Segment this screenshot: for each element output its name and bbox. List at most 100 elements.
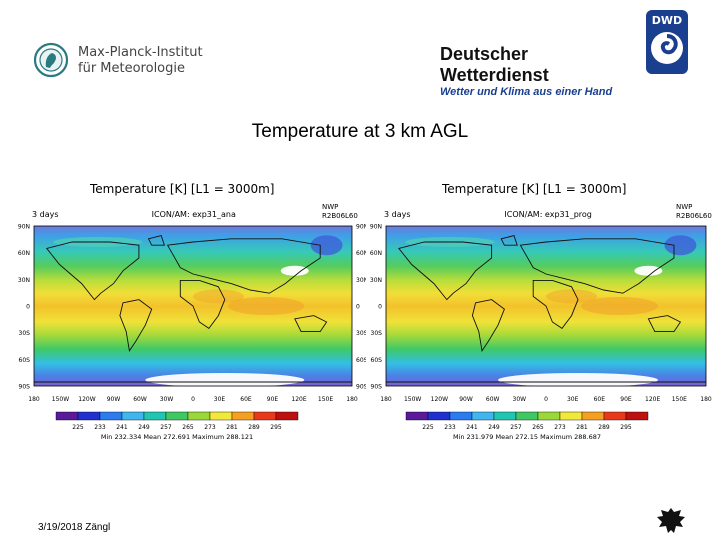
lat-label-left: 0	[26, 304, 30, 311]
colorbar-label: 295	[620, 424, 632, 431]
map-nwp-label: NWP	[322, 203, 338, 211]
colorbar-label: 257	[510, 424, 522, 431]
lon-label: 180	[346, 396, 358, 403]
lat-label-left: 60S	[371, 357, 383, 364]
lat-label-left: 0	[378, 304, 382, 311]
lon-label: 30W	[513, 396, 527, 403]
mpi-minerva-icon	[33, 42, 69, 78]
map-title: Temperature [K] [L1 = 3000m]	[441, 182, 626, 196]
lat-label-left: 90N	[370, 224, 382, 231]
lat-label-right: 60N	[356, 250, 366, 257]
map-experiment-label: ICON/AM: exp31_ana	[152, 210, 236, 219]
lat-label-left: 30S	[19, 330, 31, 337]
colorbar-swatch	[471, 411, 495, 421]
lat-label-left: 90S	[19, 384, 31, 391]
colorbar-swatch	[231, 411, 255, 421]
colorbar-label: 249	[138, 424, 150, 431]
mpi-name: Max-Planck-Institut für Meteorologie	[78, 45, 203, 77]
colorbar-label: 241	[466, 424, 478, 431]
lon-label: 0	[544, 396, 548, 403]
lon-label: 30E	[214, 396, 226, 403]
colorbar-label: 225	[72, 424, 84, 431]
dwd-badge-text: DWD	[652, 14, 682, 27]
lon-label: 30E	[567, 396, 579, 403]
lat-label-left: 30N	[18, 277, 30, 284]
dwd-title: Deutscher Wetterdienst	[440, 44, 549, 85]
map-resolution-label: R2B06L60	[676, 212, 712, 220]
coastlines	[34, 235, 352, 383]
lon-label: 30W	[160, 396, 174, 403]
field-features	[53, 235, 343, 387]
colorbar-label: 257	[160, 424, 172, 431]
colorbar-swatch	[581, 411, 605, 421]
colorbar-swatch	[99, 411, 123, 421]
colorbar-label: 249	[488, 424, 500, 431]
lon-label: 90E	[620, 396, 632, 403]
lon-label: 90W	[107, 396, 121, 403]
lon-label: 120W	[431, 396, 448, 403]
lat-label-right: 30N	[356, 277, 366, 284]
colorbar-swatch	[405, 411, 429, 421]
colorbar-label: 289	[598, 424, 610, 431]
colorbar-swatch	[143, 411, 167, 421]
map-stats: Min 231.979 Mean 272.15 Maximum 288.687	[453, 433, 601, 441]
colorbar-label: 233	[94, 424, 106, 431]
map-nwp-label: NWP	[676, 203, 692, 211]
mpi-name-line1: Max-Planck-Institut	[78, 45, 203, 60]
footer-date-author: 3/19/2018 Zängl	[38, 522, 111, 533]
map-resolution-label: R2B06L60	[322, 212, 358, 220]
colorbar-label: 265	[532, 424, 544, 431]
lon-label: 60E	[240, 396, 252, 403]
colorbar-swatch	[77, 411, 101, 421]
map-frame	[385, 225, 707, 387]
colorbar-swatch	[55, 411, 79, 421]
lat-label-left: 60S	[19, 357, 31, 364]
lon-label: 150W	[404, 396, 421, 403]
colorbar-swatch	[187, 411, 211, 421]
lon-label: 60E	[594, 396, 606, 403]
lon-label: 150E	[672, 396, 687, 403]
lat-label-left: 90N	[18, 224, 30, 231]
lat-label-right: 60S	[356, 357, 366, 364]
lon-label: 120E	[291, 396, 306, 403]
lon-label: 60W	[486, 396, 500, 403]
lon-label: 120E	[645, 396, 660, 403]
field-features	[405, 235, 697, 387]
lon-label: 150W	[52, 396, 69, 403]
dwd-subtitle: Wetter und Klima aus einer Hand	[440, 86, 613, 98]
colorbar-swatch	[209, 411, 233, 421]
federal-eagle-icon	[657, 508, 685, 533]
colorbar-label: 265	[182, 424, 194, 431]
colorbar-label: 273	[204, 424, 216, 431]
colorbar-swatch	[427, 411, 451, 421]
mpi-logo	[33, 42, 69, 78]
colorbar-label: 225	[422, 424, 434, 431]
map-panel-forecast: Temperature [K] [L1 = 3000m] 3 days ICON/A…	[370, 182, 712, 441]
dwd-logo: DWD	[640, 8, 694, 76]
lon-label: 180	[700, 396, 712, 403]
lat-label-left: 90S	[371, 384, 383, 391]
federal-eagle-logo	[655, 505, 687, 537]
colorbar-swatch	[165, 411, 189, 421]
colorbar-label: 289	[248, 424, 260, 431]
map-panel-analysis: Temperature [K] [L1 = 3000m] 3 days ICON/A…	[18, 182, 366, 441]
colorbar-swatch	[537, 411, 561, 421]
lat-label-left: 30N	[370, 277, 382, 284]
lon-label: 120W	[78, 396, 95, 403]
lon-label: 0	[191, 396, 195, 403]
dwd-swirl-icon: DWD	[646, 10, 688, 74]
map-period-label: 3 days	[32, 210, 59, 219]
colorbar-swatch	[559, 411, 583, 421]
lon-label: 90E	[267, 396, 279, 403]
colorbar-swatch	[603, 411, 627, 421]
slide-title: Temperature at 3 km AGL	[251, 121, 469, 142]
map-stats: Min 232.334 Mean 272.691 Maximum 288.121	[101, 433, 253, 441]
dwd-header: Deutscher Wetterdienst Wetter und Klima …	[440, 44, 640, 98]
lat-label-left: 30S	[371, 330, 383, 337]
colorbar-label: 281	[576, 424, 588, 431]
colorbar-label: 281	[226, 424, 238, 431]
colorbar-label: 273	[554, 424, 566, 431]
lat-label-left: 60N	[370, 250, 382, 257]
map-experiment-label: ICON/AM: exp31_prog	[504, 210, 591, 219]
lat-label-left: 60N	[18, 250, 30, 257]
